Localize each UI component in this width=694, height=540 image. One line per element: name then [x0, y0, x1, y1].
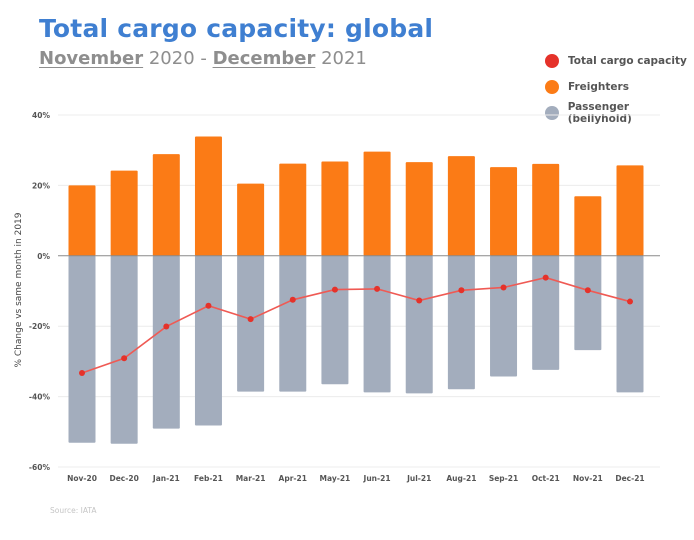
- total-capacity-point: [627, 298, 633, 305]
- total-capacity-point: [79, 370, 85, 377]
- x-tick-label: Jan-21: [152, 474, 180, 483]
- subtitle-end-year: 2021: [315, 48, 367, 69]
- x-tick-label: May-21: [320, 474, 351, 483]
- passenger-bar: [490, 255, 518, 377]
- legend-item-total: Total cargo capacity: [545, 48, 694, 74]
- legend-label: Freighters: [568, 81, 629, 93]
- freighters-bar: [532, 163, 560, 256]
- legend-swatch-total-icon: [545, 54, 559, 68]
- legend-swatch-freighters-icon: [545, 80, 559, 94]
- total-capacity-point: [458, 287, 465, 294]
- y-tick-label: -20%: [29, 322, 51, 331]
- x-tick-label: Nov-20: [67, 474, 97, 483]
- total-capacity-point: [163, 323, 170, 330]
- freighters-bar: [447, 156, 475, 256]
- x-tick-label: Feb-21: [194, 474, 223, 483]
- y-tick-label: 0%: [37, 252, 50, 261]
- freighters-bar: [321, 161, 349, 256]
- y-axis-label: % Change vs same month in 2019: [14, 212, 24, 367]
- x-tick-label: Dec-21: [615, 474, 644, 483]
- legend-item-freighters: Freighters: [545, 74, 694, 100]
- passenger-bar: [68, 255, 96, 443]
- passenger-bar: [279, 255, 307, 392]
- y-tick-label: -60%: [29, 463, 51, 472]
- total-capacity-point: [542, 274, 549, 281]
- freighters-bar: [405, 162, 433, 256]
- legend-label: Total cargo capacity: [568, 55, 687, 67]
- freighters-bar: [68, 185, 96, 256]
- total-capacity-point: [247, 316, 254, 323]
- total-capacity-point: [289, 296, 296, 303]
- total-capacity-point: [500, 284, 507, 291]
- freighters-bar: [279, 163, 307, 256]
- x-tick-label: Jul-21: [406, 474, 431, 483]
- x-tick-label: Jun-21: [363, 474, 391, 483]
- freighters-bar: [363, 151, 391, 256]
- legend: Total cargo capacity Freighters Passenge…: [545, 48, 694, 126]
- x-tick-label: Oct-21: [532, 474, 560, 483]
- chart-subtitle: November 2020 - December 2021: [39, 48, 367, 69]
- freighters-bar: [194, 136, 222, 256]
- x-tick-label: Sep-21: [489, 474, 518, 483]
- y-tick-label: 40%: [32, 111, 50, 120]
- gridlines: [58, 114, 660, 468]
- x-tick-labels: Nov-20 Dec-20 Jan-21 Feb-21 Mar-21 Apr-21 May-…: [67, 474, 645, 483]
- y-tick-labels: 40% 20% 0% -20% -40% -60%: [29, 111, 51, 472]
- freighters-bar: [152, 154, 180, 256]
- x-tick-label: Aug-21: [446, 474, 476, 483]
- passenger-bar: [532, 255, 560, 370]
- passenger-bar: [194, 255, 222, 426]
- passenger-bar: [152, 255, 180, 429]
- chart-title: Total cargo capacity: global: [39, 14, 434, 43]
- freighters-bar: [110, 170, 138, 256]
- freighters-bar: [490, 167, 518, 256]
- x-tick-label: Dec-20: [109, 474, 138, 483]
- passenger-bar: [447, 255, 475, 390]
- passenger-bar: [405, 255, 433, 394]
- total-capacity-point: [584, 287, 591, 294]
- freighters-bar: [237, 183, 265, 256]
- total-capacity-point: [205, 302, 212, 309]
- subtitle-start-year: 2020 -: [143, 48, 213, 69]
- legend-label: Passenger (bellyhold): [567, 101, 632, 125]
- total-line: [79, 274, 633, 377]
- total-capacity-point: [374, 285, 381, 292]
- passenger-bar: [321, 255, 349, 385]
- passenger-bar: [574, 255, 602, 351]
- x-tick-label: Apr-21: [279, 474, 307, 483]
- subtitle-end-month: December: [212, 48, 316, 69]
- x-tick-label: Mar-21: [236, 474, 266, 483]
- y-tick-label: 20%: [32, 181, 50, 190]
- freighters-bar: [616, 165, 644, 256]
- passenger-bar: [237, 255, 265, 392]
- total-capacity-point: [331, 286, 338, 293]
- subtitle-start-month: November: [39, 48, 144, 69]
- passenger-bar: [616, 255, 644, 393]
- passenger-bar: [110, 255, 138, 444]
- legend-item-passenger: Passenger (bellyhold): [545, 100, 694, 126]
- y-tick-label: -40%: [29, 393, 51, 402]
- x-tick-label: Nov-21: [573, 474, 603, 483]
- total-capacity-line: [81, 276, 631, 374]
- total-capacity-point: [416, 297, 423, 304]
- total-capacity-point: [121, 355, 128, 362]
- passenger-bar: [363, 255, 391, 393]
- source-note: Source: IATA: [50, 506, 97, 515]
- freighters-bar: [574, 196, 602, 256]
- bars: [68, 136, 644, 444]
- legend-swatch-passenger-icon: [545, 106, 559, 120]
